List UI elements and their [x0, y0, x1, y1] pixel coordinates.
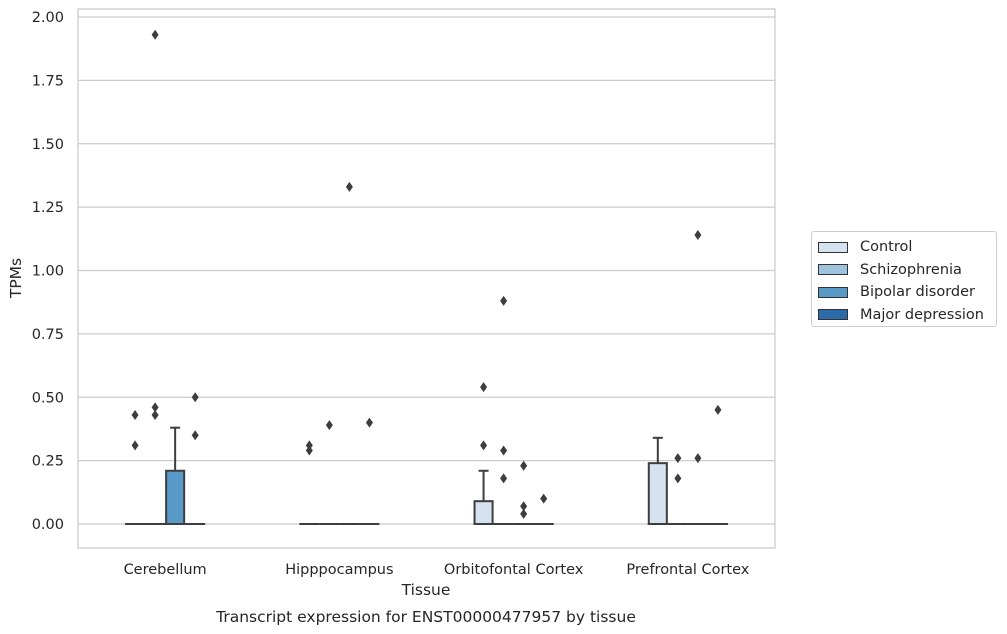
- figure-caption: Transcript expression for ENST0000047795…: [215, 608, 636, 626]
- legend-swatch: [818, 241, 848, 253]
- outlier-point: [694, 230, 702, 241]
- box-control: [473, 469, 494, 525]
- box-body: [165, 469, 186, 526]
- box-body: [647, 462, 668, 526]
- outlier-point: [345, 181, 353, 192]
- outlier-point: [714, 404, 722, 415]
- outlier-point: [131, 409, 139, 420]
- boxes: [125, 426, 728, 526]
- x-tick-label: Orbitofontal Cortex: [444, 562, 584, 578]
- x-tick-label: Hipppocampus: [285, 562, 393, 578]
- legend-label: Major depression: [860, 306, 984, 323]
- outlier-point: [151, 409, 159, 420]
- legend-swatch: [818, 309, 848, 321]
- legend-label: Control: [860, 239, 913, 256]
- plot-frame: [77, 8, 776, 549]
- x-tick-label: Cerebellum: [124, 562, 207, 578]
- outlier-point: [694, 453, 702, 464]
- outlier-point: [191, 430, 199, 441]
- y-tick-label: 1.00: [32, 264, 64, 280]
- outlier-point: [365, 417, 373, 428]
- box-bipolar-disorder: [165, 426, 186, 526]
- outlier-point: [131, 440, 139, 451]
- outlier-point: [520, 460, 528, 471]
- y-tick-label: 2.00: [32, 10, 64, 26]
- outlier-point: [500, 473, 508, 484]
- box-body: [473, 500, 494, 525]
- outliers: [131, 29, 722, 519]
- legend-item: Schizophrenia: [818, 259, 996, 282]
- outlier-point: [520, 501, 528, 512]
- outlier-point: [500, 295, 508, 306]
- legend-item: Bipolar disorder: [818, 281, 996, 304]
- y-tick-label: 1.75: [32, 73, 64, 89]
- y-axis-label: TPMs: [7, 258, 25, 299]
- x-axis-label: Tissue: [401, 581, 451, 599]
- box-control: [647, 436, 668, 526]
- legend-swatch: [818, 264, 848, 276]
- grid-lines: [78, 16, 775, 525]
- outlier-point: [500, 445, 508, 456]
- y-tick-label: 0.00: [32, 517, 64, 533]
- legend-label: Schizophrenia: [860, 261, 962, 278]
- outlier-point: [191, 392, 199, 403]
- outlier-point: [325, 420, 333, 431]
- outlier-point: [520, 508, 528, 519]
- legend-item: Major depression: [818, 304, 996, 327]
- outlier-point: [151, 29, 159, 40]
- x-tick-label: Prefrontal Cortex: [626, 562, 749, 578]
- outlier-point: [540, 493, 548, 504]
- y-tick-label: 0.25: [32, 454, 64, 470]
- outlier-point: [674, 453, 682, 464]
- outlier-point: [305, 440, 313, 451]
- outlier-point: [480, 382, 488, 393]
- legend-swatch: [818, 286, 848, 298]
- y-tick-label: 1.50: [32, 137, 64, 153]
- y-tick-label: 0.50: [32, 390, 64, 406]
- y-tick-label: 1.25: [32, 200, 64, 216]
- legend-item: Control: [818, 236, 996, 259]
- x-tick-labels: Cerebellum Hipppocampus Orbitofontal Corte…: [124, 562, 750, 578]
- y-tick-label: 0.75: [32, 327, 64, 343]
- outlier-point: [480, 440, 488, 451]
- outlier-point: [674, 473, 682, 484]
- outlier-point: [151, 402, 159, 413]
- outlier-point: [305, 445, 313, 456]
- y-tick-labels: 0.00 0.25 0.50 0.75 1.00 1.25 1.50 1.75 2.00: [32, 10, 64, 533]
- legend-label: Bipolar disorder: [860, 284, 975, 301]
- legend: Control Schizophrenia Bipolar disorder Majo…: [811, 231, 997, 327]
